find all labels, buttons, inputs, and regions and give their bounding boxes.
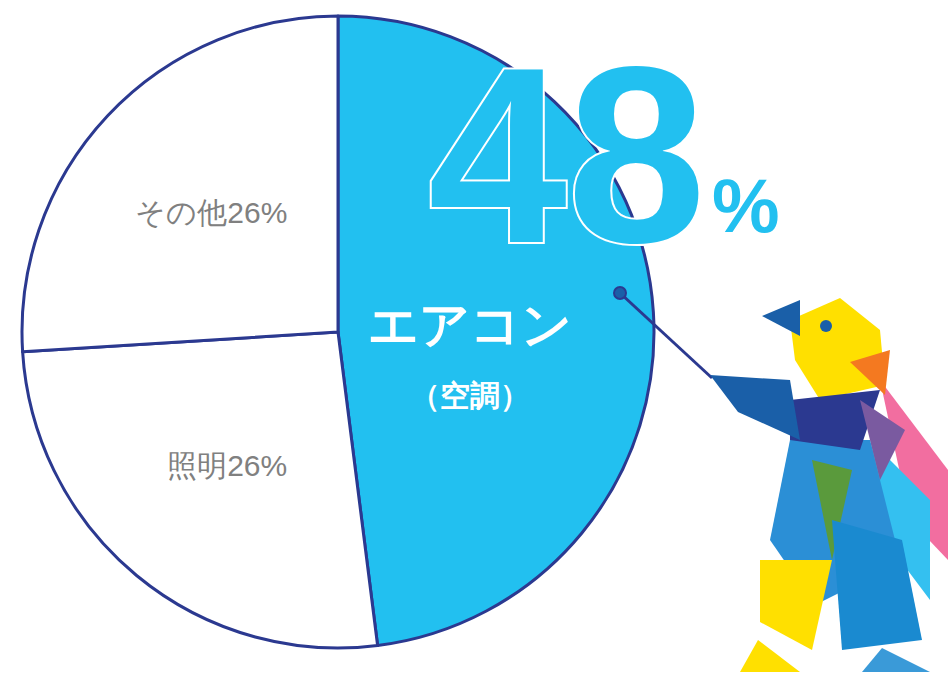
- category-label: 照明: [167, 449, 227, 482]
- slice-label: その他26%: [135, 196, 287, 229]
- big-value-label: 48%: [428, 16, 780, 295]
- penguin-part: [760, 560, 832, 650]
- penguin-part: [850, 350, 890, 395]
- big-number: 48: [428, 16, 706, 295]
- pie-slice: [23, 332, 378, 648]
- big-unit: %: [712, 163, 780, 248]
- penguin-eye: [820, 320, 832, 332]
- category-label: その他: [135, 196, 227, 229]
- value-label: 26%: [227, 196, 287, 229]
- penguin-part: [710, 375, 800, 440]
- pointer: [620, 293, 712, 378]
- penguin-part: [762, 300, 800, 336]
- penguin-part: [832, 520, 922, 650]
- pointer-tip: [614, 287, 626, 299]
- penguin-part: [790, 298, 885, 400]
- slice-label: 照明26%: [167, 449, 287, 482]
- pie-slice: [22, 16, 338, 352]
- penguin-part: [740, 640, 800, 672]
- annotation: （空調）: [410, 379, 530, 412]
- penguin-part: [862, 648, 930, 672]
- value-label: 26%: [227, 449, 287, 482]
- chart: エアコン（空調）照明26%その他26%48%: [0, 0, 948, 674]
- category-label: エアコン: [368, 297, 572, 353]
- penguin: [710, 298, 948, 672]
- penguin-part: [860, 400, 905, 480]
